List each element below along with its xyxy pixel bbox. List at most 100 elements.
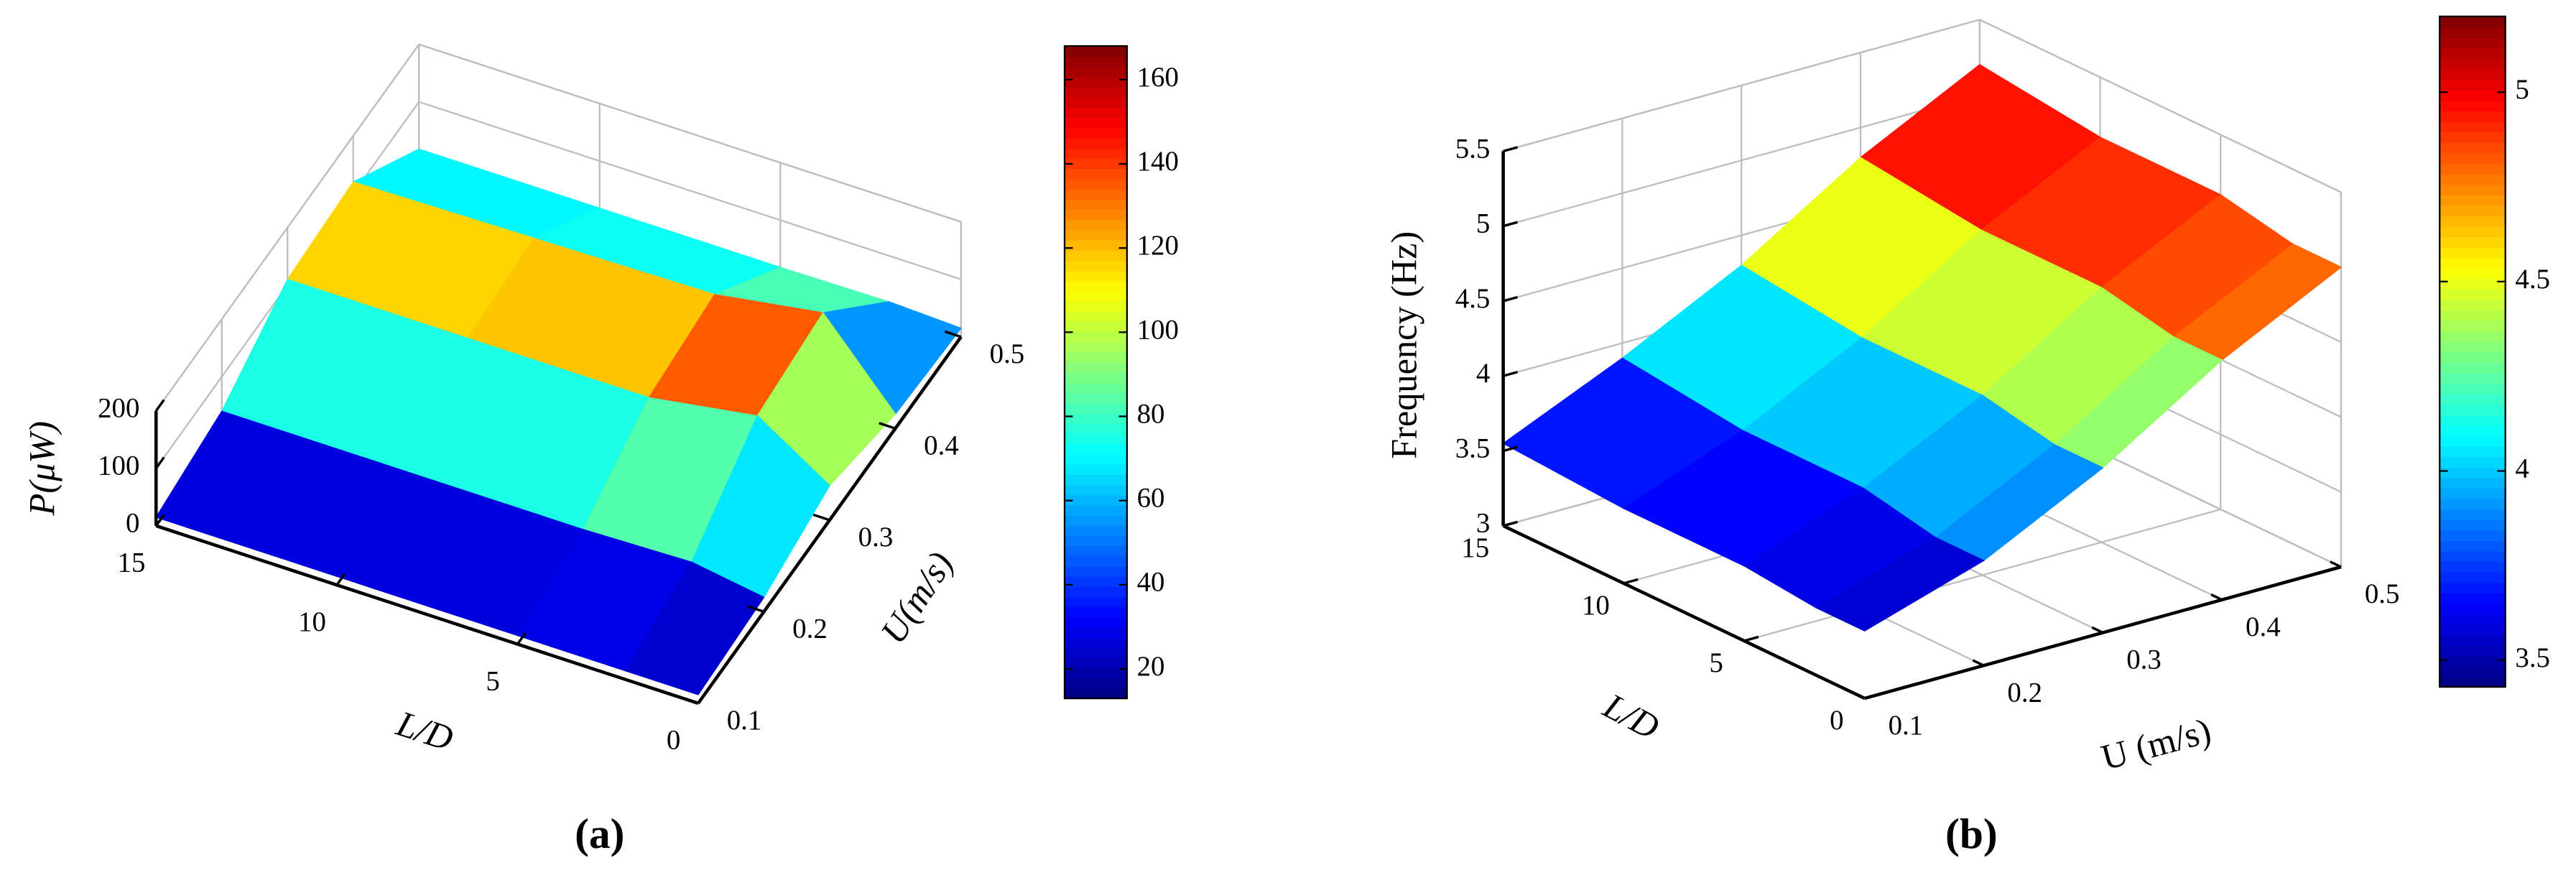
tick-mark — [1503, 295, 1518, 302]
colorbar-strip — [1064, 402, 1127, 414]
tick-mark — [2330, 560, 2342, 568]
colorbar-strip — [2440, 603, 2506, 615]
colorbar-strip — [1064, 147, 1127, 160]
grid-line — [1979, 19, 2342, 193]
tick-mark — [697, 691, 708, 704]
tick-mark — [2091, 626, 2104, 634]
tick-mark — [154, 514, 165, 527]
tick-mark — [1503, 445, 1518, 453]
colorbar-strip — [1064, 606, 1127, 618]
colorbar-strip — [1064, 504, 1127, 516]
colorbar-strip — [2440, 425, 2506, 437]
colorbar-strip — [1064, 392, 1127, 404]
colorbar-strip — [2440, 487, 2506, 499]
colorbar-strip — [2440, 47, 2506, 60]
colorbar-strip — [2440, 162, 2506, 175]
colorbar-strip — [1064, 678, 1127, 689]
colorbar-strip — [2440, 257, 2506, 269]
z-tick-label: 100 — [98, 450, 139, 481]
z-axis-label: Frequency (Hz) — [1384, 231, 1424, 459]
colorbar-strip — [2440, 361, 2506, 374]
grid-line — [418, 101, 962, 280]
colorbar-strip — [1064, 514, 1127, 526]
colorbar-frame — [1063, 45, 1129, 700]
tick-mark — [1623, 578, 1639, 585]
colorbar-strip — [1064, 586, 1127, 598]
tick-mark — [1503, 221, 1518, 228]
colorbar-strip — [2440, 37, 2506, 49]
colorbar-strip — [1064, 361, 1127, 374]
y-tick-label: 0.3 — [858, 522, 894, 553]
colorbar-strip — [2440, 498, 2506, 510]
colorbar-strip — [1064, 443, 1127, 455]
colorbar-strip — [2440, 184, 2506, 195]
grid-line — [418, 43, 962, 223]
colorbar-strip — [1064, 259, 1127, 272]
colorbar-strip — [2440, 205, 2506, 217]
colorbar-strip — [2440, 456, 2506, 468]
x-tick-label: 5 — [1709, 647, 1723, 678]
colorbar-tick-label: 80 — [1137, 398, 1165, 429]
colorbar-strip — [1064, 137, 1127, 149]
z-tick-label: 5.5 — [1455, 133, 1491, 164]
colorbar-strip — [2440, 267, 2506, 279]
colorbar-strip — [1064, 688, 1127, 700]
colorbar-strip — [1064, 198, 1127, 211]
colorbar-strip — [1064, 433, 1127, 445]
colorbar-strip — [2440, 142, 2506, 154]
tick-mark — [1503, 520, 1518, 527]
tick-mark — [879, 422, 896, 430]
colorbar-strip — [1064, 300, 1127, 313]
colorbar-strip — [2440, 624, 2506, 636]
colorbar-strip — [2440, 592, 2506, 604]
colorbar-strip — [1064, 331, 1127, 343]
y-tick-label: 0.2 — [2007, 677, 2042, 708]
colorbar-strip — [1064, 453, 1127, 465]
tick-mark — [1503, 146, 1518, 153]
colorbar-strip — [2440, 509, 2506, 520]
colorbar-strip — [2440, 445, 2506, 458]
colorbar-strip — [2440, 310, 2506, 321]
colorbar-strip — [2440, 372, 2506, 384]
colorbar-strip — [1064, 249, 1127, 262]
colorbar-strip — [2440, 288, 2506, 300]
colorbar-strip — [1064, 382, 1127, 394]
colorbar-strip — [2440, 477, 2506, 489]
z-tick-label: 5 — [1476, 208, 1490, 239]
colorbar-strip — [2440, 644, 2506, 657]
colorbar-strip — [2440, 466, 2506, 479]
colorbar-strip — [1064, 76, 1127, 88]
tick-mark — [1503, 371, 1518, 377]
colorbar-strip — [2440, 435, 2506, 447]
tick-mark — [516, 632, 527, 645]
tick-mark — [681, 696, 699, 705]
colorbar-frame — [2439, 15, 2506, 688]
colorbar-strip — [2440, 100, 2506, 112]
colorbar-strip — [2440, 121, 2506, 133]
colorbar-tick-label: 120 — [1137, 230, 1179, 261]
colorbar-tick-label: 5 — [2515, 74, 2529, 105]
z-tick-label: 3.5 — [1455, 433, 1491, 463]
surface-patch — [625, 561, 765, 696]
x-axis — [155, 524, 699, 706]
colorbar-strip — [1064, 229, 1127, 241]
colorbar-strip — [2440, 655, 2506, 667]
colorbar-strip — [1064, 525, 1127, 537]
grid-line — [155, 44, 420, 412]
colorbar-strip — [2440, 571, 2506, 583]
colorbar-strip — [1064, 596, 1127, 608]
colorbar-strip — [2440, 246, 2506, 259]
canvas: 0510150.10.20.30.40.50100200L/DU(m/s)P(μ… — [22, 15, 2550, 857]
colorbar-tick-label: 100 — [1137, 314, 1179, 345]
colorbar-strip — [1064, 341, 1127, 353]
colorbar-strip — [1064, 372, 1127, 384]
tick-mark — [154, 456, 165, 469]
colorbar-tick-label: 4 — [2515, 453, 2529, 484]
colorbar-tick-label: 4.5 — [2515, 264, 2550, 295]
x-tick-label: 10 — [1582, 590, 1610, 621]
x-tick-label: 0 — [667, 725, 680, 756]
x-tick-label: 15 — [1461, 532, 1489, 563]
y-tick-label: 0.1 — [727, 705, 762, 736]
colorbar-strip — [1064, 127, 1127, 139]
